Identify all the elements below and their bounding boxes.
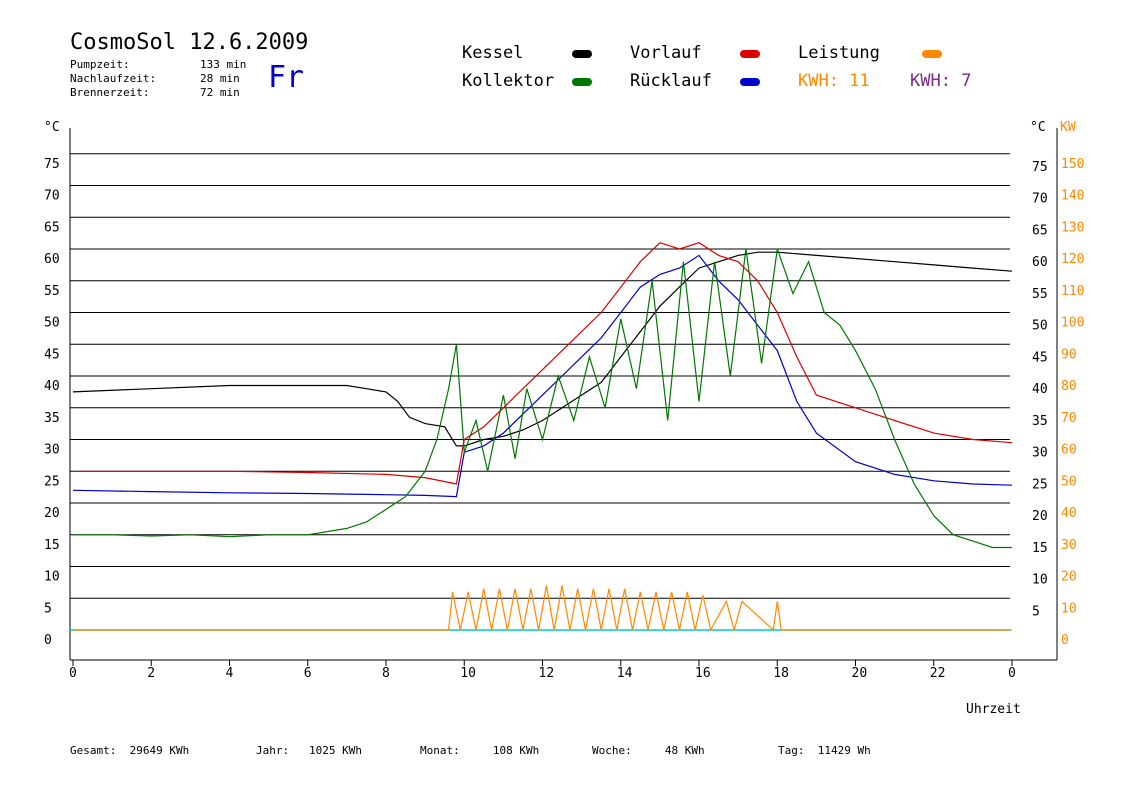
right-kw-tick-label-0: 0 <box>1061 633 1069 648</box>
left-tick-label-0: 0 <box>44 633 52 648</box>
right-kw-tick-label-110: 110 <box>1061 284 1084 299</box>
right-kw-tick-label-100: 100 <box>1061 316 1084 331</box>
right-kw-tick-label-90: 90 <box>1061 347 1077 362</box>
right-tick-label-30: 30 <box>1032 446 1048 461</box>
right-kw-tick-label-70: 70 <box>1061 411 1077 426</box>
right-tick-label-5: 5 <box>1032 604 1040 619</box>
left-tick-label-40: 40 <box>44 379 60 394</box>
legend-kollektor-label: Kollektor <box>462 71 555 91</box>
right-kw-tick-label-10: 10 <box>1061 601 1077 616</box>
chart-title: CosmoSol 12.6.2009 <box>70 30 309 55</box>
weekday-label: Fr <box>268 60 305 95</box>
legend-vorlauf-swatch <box>740 50 760 58</box>
right-tick-label-15: 15 <box>1032 541 1048 556</box>
right-kw-tick-label-40: 40 <box>1061 506 1077 521</box>
x-tick-label-7: 14 <box>617 666 633 681</box>
stat-nachlaufzeit: Nachlaufzeit: 28 min <box>70 72 240 85</box>
left-axis-unit: °C <box>44 120 60 135</box>
series-leistung <box>73 585 1012 633</box>
legend-kwh-secondary: KWH: 7 <box>910 71 972 91</box>
legend-vorlauf-label: Vorlauf <box>630 43 702 63</box>
x-tick-label-1: 2 <box>147 666 155 681</box>
footer-woche: Woche: 48 KWh <box>592 744 705 757</box>
right-kw-tick-label-20: 20 <box>1061 570 1077 585</box>
right-tick-label-35: 35 <box>1032 414 1048 429</box>
footer-tag: Tag: 11429 Wh <box>778 744 871 757</box>
footer-monat: Monat: 108 KWh <box>420 744 540 757</box>
left-tick-label-75: 75 <box>44 157 60 172</box>
right-tick-label-20: 20 <box>1032 509 1048 524</box>
left-tick-label-15: 15 <box>44 538 60 553</box>
left-tick-label-35: 35 <box>44 411 60 426</box>
footer-jahr: Jahr: 1025 KWh <box>256 744 362 757</box>
right-kw-tick-label-30: 30 <box>1061 538 1077 553</box>
right-kw-tick-label-60: 60 <box>1061 443 1077 458</box>
right-tick-label-25: 25 <box>1032 477 1048 492</box>
right-axis-kw-unit: KW <box>1060 120 1076 135</box>
left-tick-label-55: 55 <box>44 284 60 299</box>
legend-ruecklauf-swatch <box>740 78 760 86</box>
legend-leistung-swatch <box>922 50 942 58</box>
x-tick-label-5: 10 <box>460 666 476 681</box>
x-tick-label-4: 8 <box>382 666 390 681</box>
legend-ruecklauf-label: Rücklauf <box>630 71 712 91</box>
series-vorlauf <box>73 242 1013 485</box>
left-tick-label-5: 5 <box>44 601 52 616</box>
series-ruecklauf <box>72 254 1013 498</box>
x-tick-label-3: 6 <box>304 666 312 681</box>
stat-brennerzeit: Brennerzeit: 72 min <box>70 86 240 99</box>
x-tick-label-8: 16 <box>695 666 711 681</box>
right-tick-label-65: 65 <box>1032 223 1048 238</box>
right-kw-tick-label-140: 140 <box>1061 189 1084 204</box>
left-tick-label-70: 70 <box>44 189 60 204</box>
left-tick-label-30: 30 <box>44 443 60 458</box>
x-axis-label: Uhrzeit <box>966 702 1021 717</box>
stat-pumpzeit: Pumpzeit: 133 min <box>70 58 247 71</box>
x-tick-label-2: 4 <box>226 666 234 681</box>
right-tick-label-50: 50 <box>1032 319 1048 334</box>
legend-kwh-leistung: KWH: 11 <box>798 71 870 91</box>
stats-block: Pumpzeit: 133 min Nachlaufzeit: 28 min Bre… <box>70 58 246 100</box>
left-tick-label-45: 45 <box>44 347 60 362</box>
right-kw-tick-label-120: 120 <box>1061 252 1084 267</box>
x-tick-label-9: 18 <box>773 666 789 681</box>
right-tick-label-60: 60 <box>1032 255 1048 270</box>
right-tick-label-10: 10 <box>1032 573 1048 588</box>
right-tick-label-40: 40 <box>1032 382 1048 397</box>
x-tick-label-12: 0 <box>1008 666 1016 681</box>
x-tick-label-10: 20 <box>852 666 868 681</box>
left-tick-label-60: 60 <box>44 252 60 267</box>
left-tick-label-65: 65 <box>44 220 60 235</box>
left-tick-label-50: 50 <box>44 316 60 331</box>
right-kw-tick-label-150: 150 <box>1061 157 1084 172</box>
x-tick-label-0: 0 <box>69 666 77 681</box>
right-tick-label-55: 55 <box>1032 287 1048 302</box>
x-tick-label-11: 22 <box>930 666 946 681</box>
right-kw-tick-label-50: 50 <box>1061 474 1077 489</box>
right-axis-unit: °C <box>1030 120 1046 135</box>
right-kw-tick-label-80: 80 <box>1061 379 1077 394</box>
right-tick-label-45: 45 <box>1032 350 1048 365</box>
legend-kollektor-swatch <box>572 78 592 86</box>
legend-kessel-swatch <box>572 50 592 58</box>
series-kollektor <box>73 248 1012 549</box>
legend-kessel-label: Kessel <box>462 43 524 63</box>
footer-gesamt: Gesamt: 29649 KWh <box>70 744 190 757</box>
x-tick-label-6: 12 <box>539 666 555 681</box>
right-tick-label-70: 70 <box>1032 192 1048 207</box>
left-tick-label-25: 25 <box>44 474 60 489</box>
left-tick-label-20: 20 <box>44 506 60 521</box>
legend-leistung-label: Leistung <box>798 43 880 63</box>
series-kessel <box>72 251 1013 447</box>
right-kw-tick-label-130: 130 <box>1061 220 1084 235</box>
right-tick-label-75: 75 <box>1032 160 1048 175</box>
left-tick-label-10: 10 <box>44 570 60 585</box>
